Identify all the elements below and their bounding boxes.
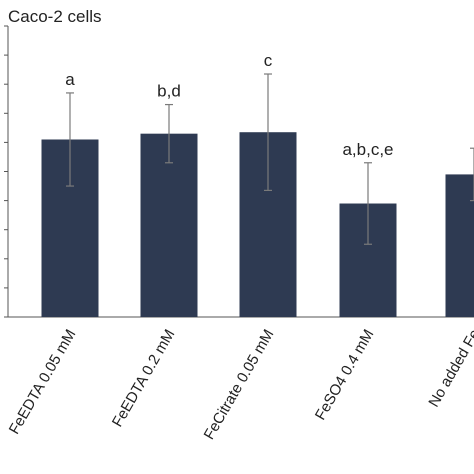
x-tick-label: FeCitrate 0.05 mM <box>201 327 278 443</box>
bar-series <box>41 132 474 317</box>
significance-label: b,d <box>157 82 181 101</box>
significance-labels: a b,d c a,b,c,e <box>65 51 393 159</box>
y-axis-ticks <box>4 25 8 318</box>
significance-label: a <box>65 70 75 89</box>
x-tick-label: FeEDTA 0.05 mM <box>6 327 80 438</box>
x-tick-label: FeSO4 0.4 mM <box>312 327 378 424</box>
significance-label: c <box>264 51 273 70</box>
x-axis-category-labels: FeEDTA 0.05 mM FeEDTA 0.2 mM FeCitrate 0.0… <box>6 327 474 443</box>
x-tick-label: FeEDTA 0.2 mM <box>109 327 179 431</box>
x-tick-label: No added Fe <box>425 327 474 411</box>
bar <box>140 133 198 317</box>
error-bars <box>66 73 474 245</box>
significance-label: a,b,c,e <box>342 140 393 159</box>
chart-title: Caco-2 cells <box>8 7 102 26</box>
bar <box>445 174 474 317</box>
